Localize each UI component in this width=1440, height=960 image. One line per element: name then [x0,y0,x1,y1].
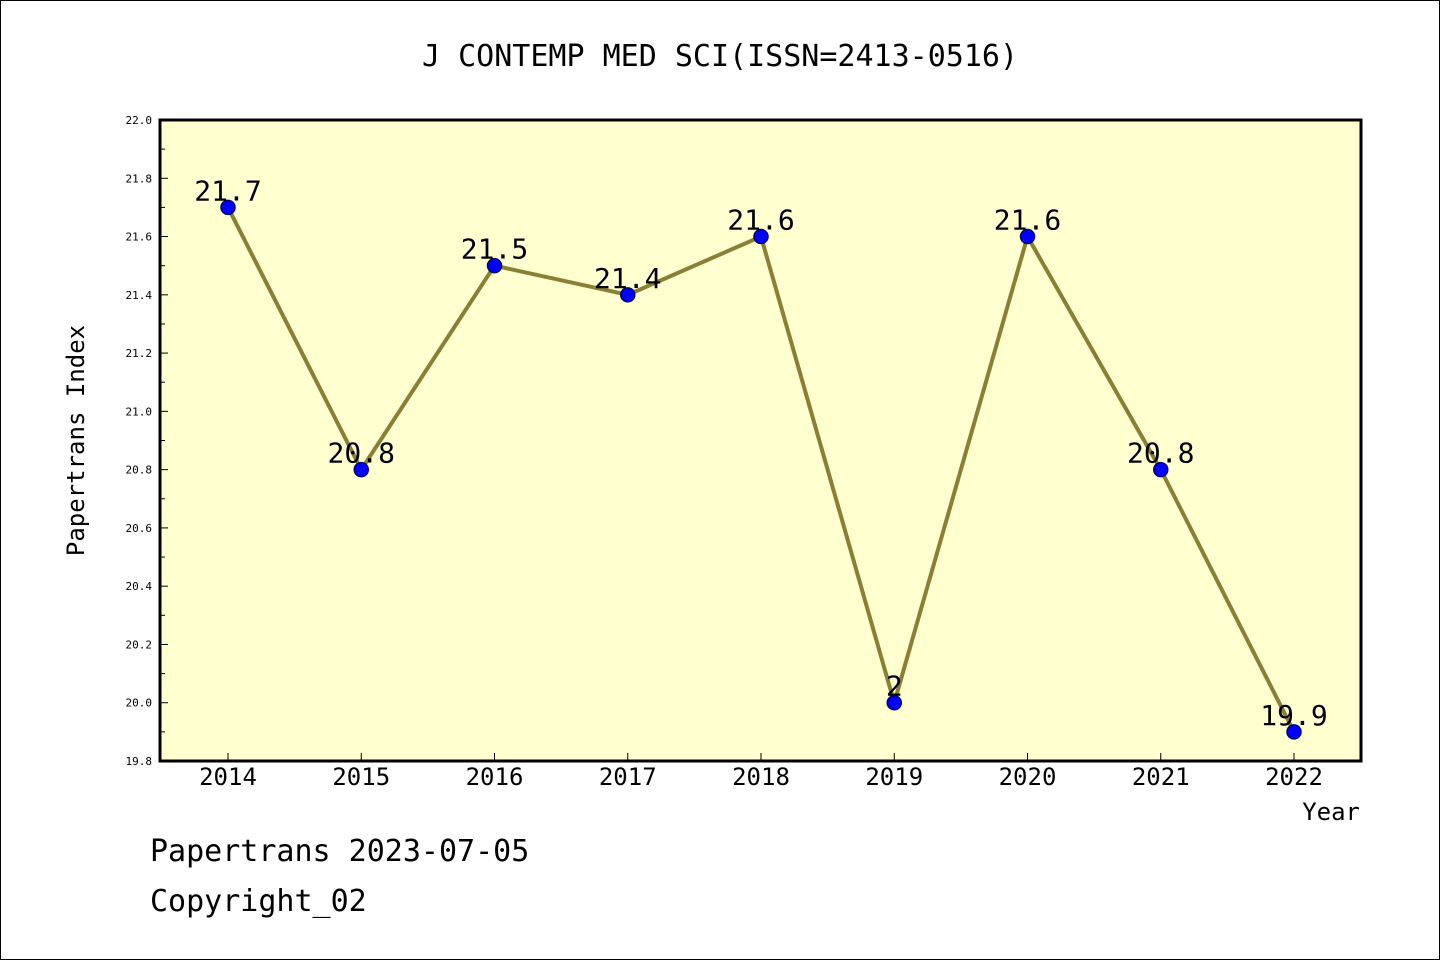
data-label: 20.8 [1127,437,1194,470]
y-tick-label: 21.4 [126,289,153,302]
y-axis: 19.8 20.0 20.2 20.4 20.6 20.8 21.0 21.2 21.4 21.6… [126,114,168,768]
data-point [753,228,769,245]
x-tick-label: 2020 [999,763,1057,791]
y-tick-label: 20.4 [126,580,153,593]
data-label: 21.4 [594,262,661,295]
data-point [886,694,902,711]
data-label: 21.6 [727,204,794,237]
y-tick-label: 22.0 [126,114,153,127]
data-point [1153,461,1169,478]
series: 21.7 20.8 21.5 21.4 21.6 2 21.6 20.8 19.9 [194,174,1328,740]
y-tick-label: 19.8 [126,755,153,768]
x-axis: 2014 2015 2016 2017 2018 2019 2020 2021 2022 [199,753,1323,791]
y-tick-label: 20.0 [126,697,153,710]
y-tick-label: 21.0 [126,405,153,418]
x-tick-label: 2018 [732,763,790,791]
chart-title: J CONTEMP MED SCI(ISSN=2413-0516) [422,39,1018,74]
data-point [620,287,636,303]
data-label: 2 [886,670,903,703]
data-point [486,257,503,274]
x-tick-label: 2014 [199,763,257,791]
footer-copyright: Copyright_02 [150,884,367,919]
y-tick-label: 21.6 [126,231,153,244]
data-label: 20.8 [328,437,395,470]
x-tick-label: 2019 [865,763,923,791]
x-axis-label: Year [1302,798,1360,826]
plot-area [160,120,1361,761]
data-point [1019,228,1036,245]
y-tick-label: 20.6 [126,522,153,535]
data-label: 19.9 [1260,699,1327,732]
x-tick-label: 2017 [599,763,657,791]
x-tick-label: 2016 [466,763,524,791]
x-tick-label: 2022 [1265,763,1323,791]
data-point [220,199,236,216]
x-tick-label: 2015 [332,763,390,791]
data-point [1286,724,1302,740]
x-tick-label: 2021 [1132,763,1190,791]
y-tick-label: 20.2 [126,638,153,651]
y-tick-label: 20.8 [126,464,153,477]
y-axis-label: Papertrans Index [62,325,90,556]
data-label: 21.7 [194,174,261,207]
data-point [353,461,369,478]
y-tick-label: 21.2 [126,347,153,360]
plot-border [158,118,1363,763]
data-label: 21.6 [994,204,1061,237]
footer-date: Papertrans 2023-07-05 [150,834,530,869]
data-label: 21.5 [461,233,528,266]
y-tick-label: 21.8 [126,172,153,185]
